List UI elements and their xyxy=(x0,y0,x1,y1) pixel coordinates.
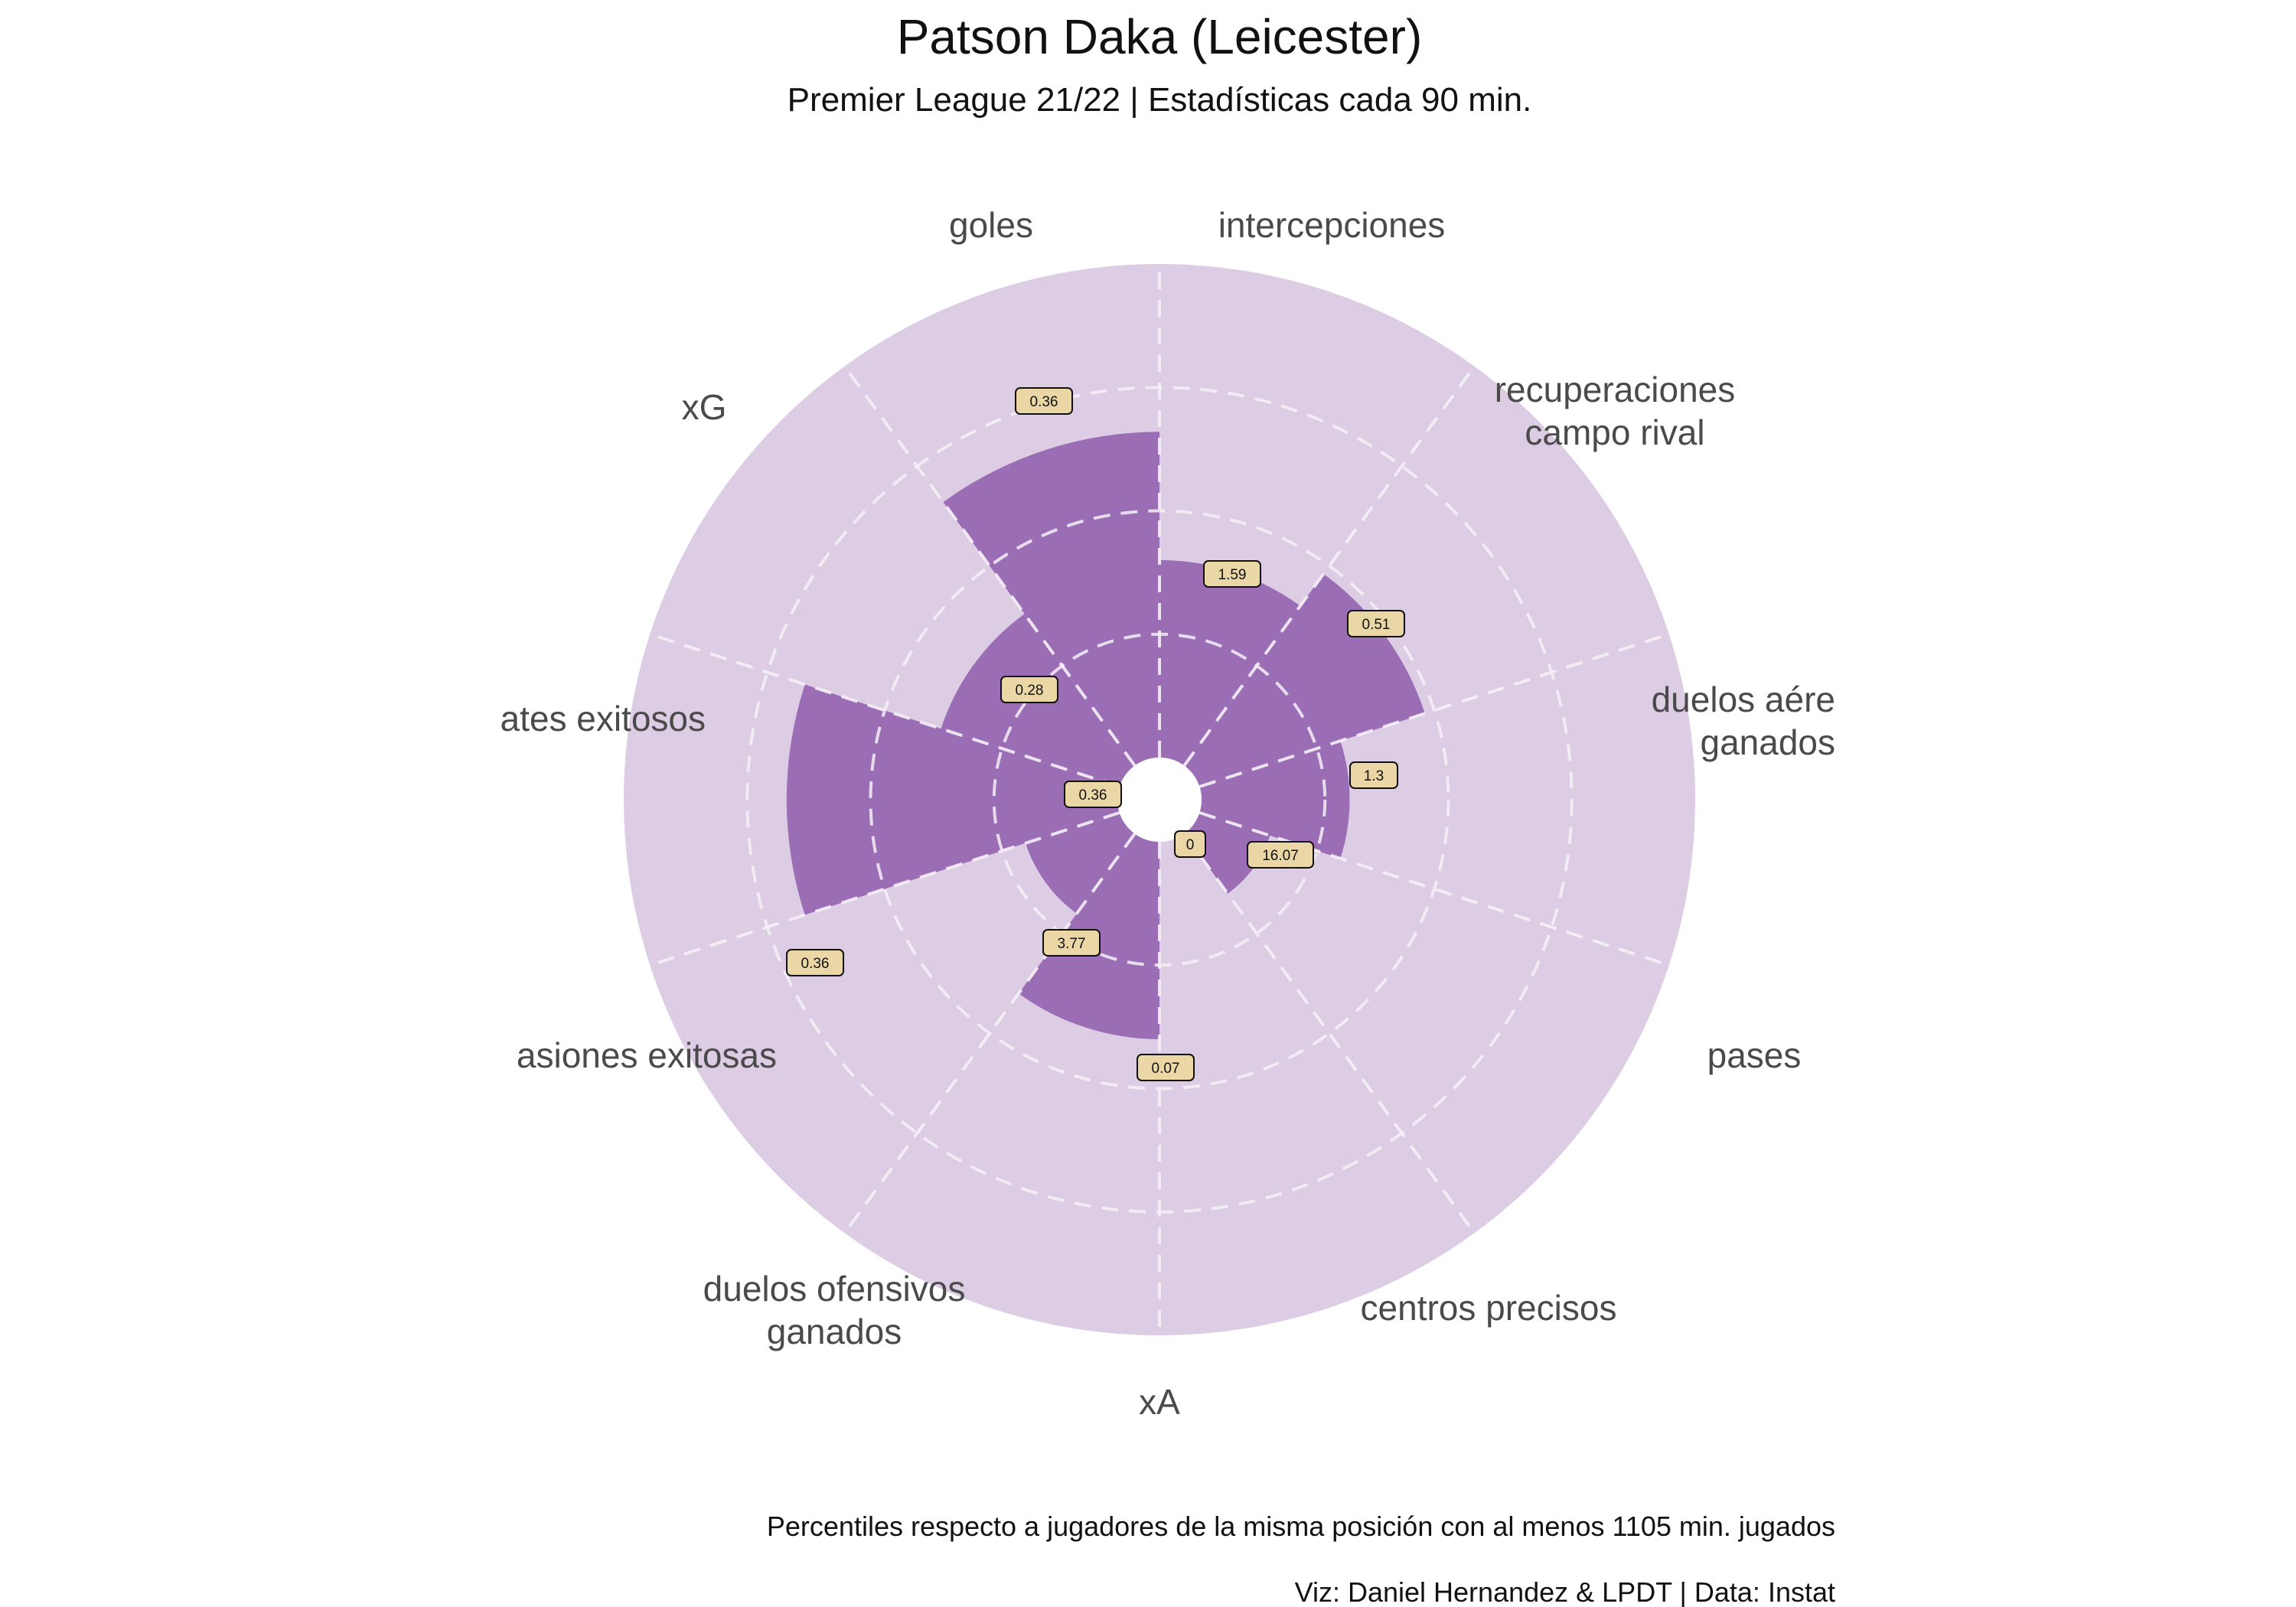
background-wedge xyxy=(650,812,1135,1234)
bar-7 xyxy=(786,684,1120,915)
value-label-box xyxy=(1349,761,1398,789)
value-label: 0.28 xyxy=(1000,676,1058,703)
value-label-box xyxy=(1015,387,1073,415)
value-label-text: 16.07 xyxy=(1262,848,1299,864)
category-label-line: ates exitosos xyxy=(501,699,706,738)
category-label-line: ganados xyxy=(767,1312,902,1351)
category-label-line: ganados xyxy=(1701,722,1836,762)
value-label: 1.3 xyxy=(1349,761,1398,789)
value-label-box xyxy=(1174,830,1206,858)
value-label-text: 0.28 xyxy=(1016,683,1044,699)
category-label: recuperaciones campo rival xyxy=(1495,370,1736,452)
value-label-text: 1.59 xyxy=(1218,567,1247,583)
value-label-box xyxy=(1000,676,1058,703)
value-label-box xyxy=(1347,610,1405,637)
value-label-text: 0.51 xyxy=(1362,617,1391,633)
value-label-text: 0 xyxy=(1186,837,1195,853)
credit-text: Viz: Daniel Hernandez & LPDT | Data: Ins… xyxy=(1295,1576,1835,1607)
category-label-line: duelos ofensivos xyxy=(703,1269,966,1309)
value-label-box xyxy=(1137,1054,1195,1081)
value-label-box xyxy=(1064,781,1122,808)
value-label: 0.36 xyxy=(786,949,844,976)
value-label-box xyxy=(1203,560,1261,588)
category-label-line: xG xyxy=(682,387,727,427)
category-label: asiones exitosas xyxy=(517,1035,777,1075)
category-label: xA xyxy=(1139,1382,1180,1422)
category-label: centros precisos xyxy=(1361,1288,1617,1328)
value-label-box xyxy=(1042,929,1101,957)
category-label-line: pases xyxy=(1707,1035,1802,1075)
category-label-line: centros precisos xyxy=(1361,1288,1617,1328)
value-label: 16.07 xyxy=(1247,841,1314,869)
value-label: 0 xyxy=(1174,830,1206,858)
grid xyxy=(649,264,1670,1335)
value-label: 1.59 xyxy=(1203,560,1261,588)
category-label: ates exitosos xyxy=(501,699,706,738)
category-label-line: recuperaciones xyxy=(1495,370,1736,409)
grid-circle xyxy=(869,509,1450,1090)
value-label-text: 1.3 xyxy=(1364,768,1384,784)
value-label: 3.77 xyxy=(1042,929,1101,957)
value-label-box xyxy=(786,949,844,976)
category-label-line: goles xyxy=(949,205,1033,245)
category-label-line: asiones exitosas xyxy=(517,1035,777,1075)
category-label-line: duelos aére xyxy=(1652,680,1835,719)
category-label-line: intercepciones xyxy=(1218,205,1446,245)
value-label-text: 0.36 xyxy=(801,956,830,972)
category-label: goles xyxy=(949,205,1033,245)
category-label-line: xA xyxy=(1139,1382,1180,1422)
category-label: xG xyxy=(682,387,727,427)
background-wedge xyxy=(1184,812,1669,1234)
value-label: 0.36 xyxy=(1015,387,1073,415)
category-label: duelos aére ganados xyxy=(1652,680,1835,762)
bar-0 xyxy=(1159,560,1300,766)
chart-title: Patson Daka (Leicester) xyxy=(897,9,1423,64)
background-wedge xyxy=(1159,833,1475,1335)
bar-3 xyxy=(1184,812,1270,894)
value-label-box xyxy=(1247,841,1314,869)
category-label: pases xyxy=(1707,1035,1802,1075)
bar-2 xyxy=(1199,741,1350,859)
value-label-text: 0.07 xyxy=(1152,1061,1180,1077)
value-label: 0.51 xyxy=(1347,610,1405,637)
chart-subtitle: Premier League 21/22 | Estadísticas cada… xyxy=(788,81,1532,119)
value-label-text: 0.36 xyxy=(1079,787,1107,804)
bar-6 xyxy=(1026,812,1135,914)
center-hole xyxy=(1117,758,1202,842)
footer-note: Percentiles respecto a jugadores de la m… xyxy=(767,1511,1835,1542)
value-label: 0.36 xyxy=(1064,781,1122,808)
value-label: 0.07 xyxy=(1137,1054,1195,1081)
category-label: duelos ofensivos ganados xyxy=(703,1269,966,1351)
category-label: intercepciones xyxy=(1218,205,1446,245)
value-labels: 1.59 0.51 1.3 16.07 0 0.07 3.77 0.36 0.36 0.28 0.3… xyxy=(786,387,1405,1081)
value-label-text: 3.77 xyxy=(1058,936,1086,952)
category-label-line: campo rival xyxy=(1525,412,1704,452)
category-labels: intercepciones recuperaciones campo rival d… xyxy=(501,205,1835,1422)
value-label-text: 0.36 xyxy=(1030,394,1058,410)
